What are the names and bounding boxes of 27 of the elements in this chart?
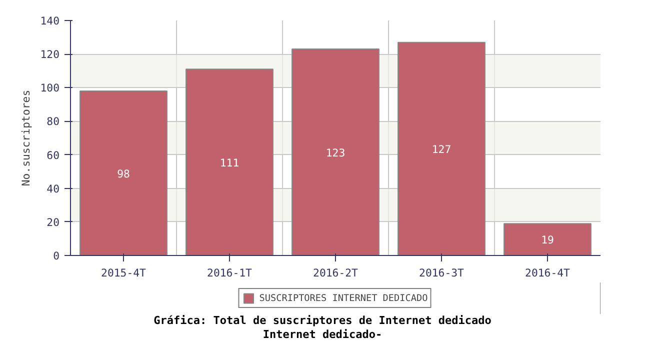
y-tick-label: 80 <box>46 115 60 128</box>
y-tick-label: 100 <box>40 82 60 95</box>
data-label: 123 <box>326 146 346 160</box>
x-tick-label: 2016-3T <box>419 266 465 280</box>
y-tick-label: 120 <box>40 48 60 62</box>
data-label: 19 <box>541 234 554 247</box>
bar <box>504 223 592 256</box>
y-tick-label: 60 <box>46 148 60 162</box>
x-tick-label: 2016-1T <box>207 266 253 280</box>
legend-label: SUSCRIPTORES INTERNET DEDICADO <box>259 292 428 304</box>
x-tick-label: 2016-2T <box>313 266 359 280</box>
text: Internet dedicado- <box>262 328 382 342</box>
y-tick-label: 140 <box>40 14 60 28</box>
x-tick-label: 2016-4T <box>525 266 571 280</box>
y-tick-label: 20 <box>46 216 60 229</box>
bar <box>80 90 168 256</box>
y-tick-label: 0 <box>53 250 60 262</box>
y-axis-title: No.suscriptores <box>19 90 32 186</box>
y-tick-label: 40 <box>46 182 60 196</box>
bar <box>398 42 486 256</box>
text: Gráfica: Total de suscriptores de Internet dedicado <box>154 314 492 328</box>
data-label: 111 <box>220 156 240 170</box>
bar <box>186 68 274 256</box>
bar <box>292 48 380 256</box>
x-tick-label: 2015-4T <box>101 266 147 280</box>
data-label: 127 <box>432 142 452 156</box>
data-label: 98 <box>117 167 130 180</box>
